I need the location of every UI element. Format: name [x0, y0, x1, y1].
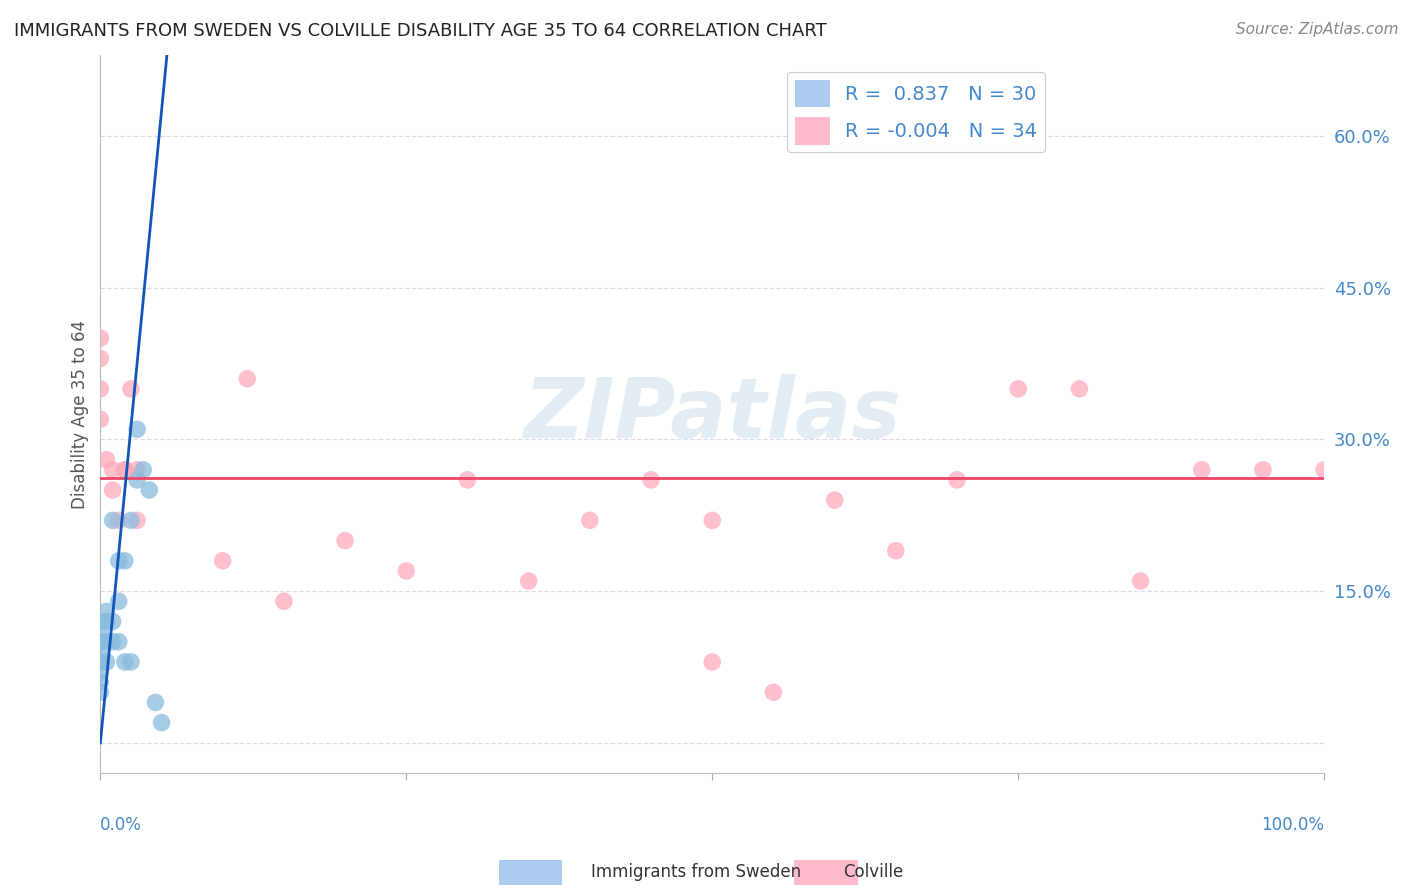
Text: 0.0%: 0.0%: [100, 816, 142, 834]
Point: [89, 634, 111, 648]
Point: [114, 463, 136, 477]
Legend: R =  0.837   N = 30, R = -0.004   N = 34: R = 0.837 N = 30, R = -0.004 N = 34: [787, 72, 1045, 153]
Point: [107, 594, 129, 608]
Point: [120, 382, 142, 396]
Point: [89, 615, 111, 629]
Point: [517, 574, 540, 588]
Point: [236, 372, 259, 386]
Point: [89, 634, 111, 648]
Text: ZIPatlas: ZIPatlas: [523, 374, 901, 455]
Point: [125, 513, 148, 527]
Text: Immigrants from Sweden: Immigrants from Sweden: [591, 863, 800, 881]
Point: [125, 422, 148, 436]
Point: [125, 473, 148, 487]
Point: [145, 695, 167, 709]
Point: [89, 412, 111, 426]
Point: [89, 675, 111, 690]
Point: [884, 543, 907, 558]
Point: [89, 655, 111, 669]
Text: Colville: Colville: [844, 863, 904, 881]
Point: [114, 463, 136, 477]
Point: [1007, 382, 1029, 396]
Point: [1191, 463, 1213, 477]
Point: [107, 634, 129, 648]
Point: [114, 655, 136, 669]
Text: Source: ZipAtlas.com: Source: ZipAtlas.com: [1236, 22, 1399, 37]
Point: [96, 452, 118, 467]
Y-axis label: Disability Age 35 to 64: Disability Age 35 to 64: [72, 319, 89, 508]
Point: [211, 554, 233, 568]
Point: [120, 655, 142, 669]
Point: [89, 624, 111, 639]
Point: [96, 604, 118, 618]
Point: [1069, 382, 1091, 396]
Point: [125, 463, 148, 477]
Point: [640, 473, 662, 487]
Point: [89, 382, 111, 396]
Point: [395, 564, 418, 578]
Point: [1129, 574, 1152, 588]
Point: [702, 655, 724, 669]
Point: [101, 513, 124, 527]
Point: [101, 634, 124, 648]
Point: [333, 533, 356, 548]
Point: [946, 473, 969, 487]
Point: [96, 615, 118, 629]
Point: [89, 331, 111, 345]
Point: [120, 513, 142, 527]
Point: [132, 463, 155, 477]
Point: [96, 634, 118, 648]
Point: [89, 655, 111, 669]
Point: [579, 513, 602, 527]
Text: 100.0%: 100.0%: [1261, 816, 1324, 834]
Point: [107, 513, 129, 527]
Point: [138, 483, 160, 497]
Point: [89, 351, 111, 366]
Point: [89, 685, 111, 699]
Point: [101, 615, 124, 629]
Point: [273, 594, 295, 608]
Point: [89, 645, 111, 659]
Point: [762, 685, 785, 699]
Point: [107, 554, 129, 568]
Text: IMMIGRANTS FROM SWEDEN VS COLVILLE DISABILITY AGE 35 TO 64 CORRELATION CHART: IMMIGRANTS FROM SWEDEN VS COLVILLE DISAB…: [14, 22, 827, 40]
Point: [96, 655, 118, 669]
Point: [150, 715, 173, 730]
Point: [101, 483, 124, 497]
Point: [456, 473, 478, 487]
Point: [702, 513, 724, 527]
Point: [101, 463, 124, 477]
Point: [1313, 463, 1336, 477]
Point: [89, 665, 111, 679]
Point: [824, 493, 846, 508]
Point: [1251, 463, 1274, 477]
Point: [114, 554, 136, 568]
